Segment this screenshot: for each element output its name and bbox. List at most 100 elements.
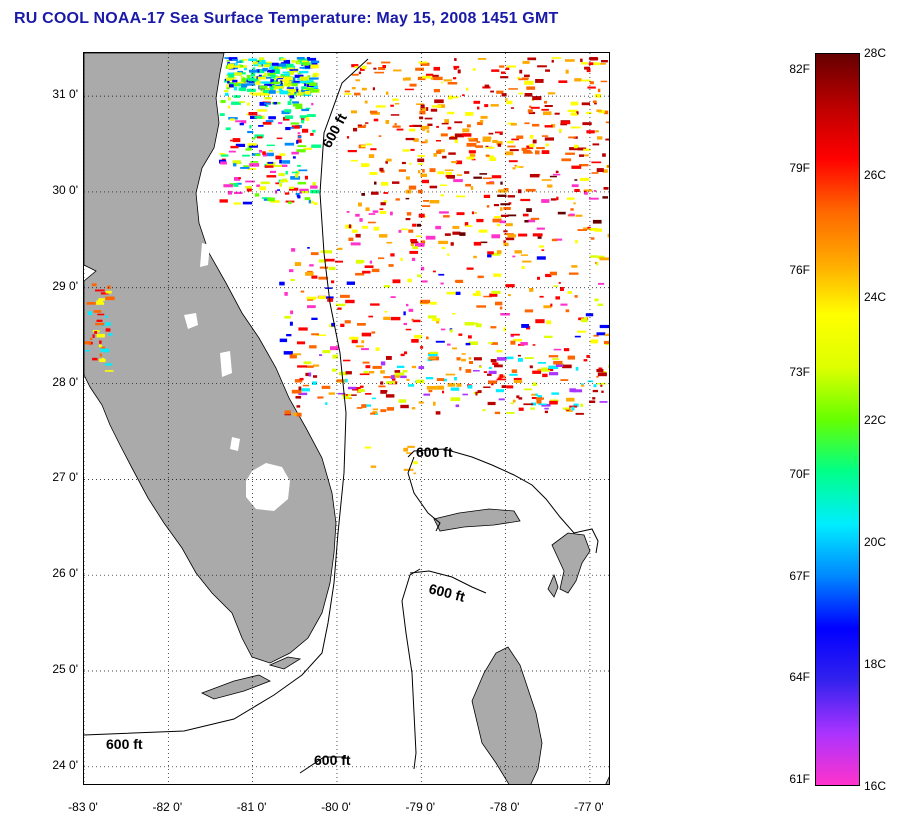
sst-pixel	[297, 139, 302, 143]
sst-pixel	[394, 370, 401, 373]
sst-pixel	[520, 254, 528, 256]
sst-pixel	[596, 375, 599, 378]
sst-pixel	[405, 137, 415, 141]
sst-pixel	[414, 334, 423, 339]
sst-pixel	[406, 212, 412, 216]
sst-pixel	[454, 139, 458, 144]
sst-pixel	[447, 253, 450, 256]
sst-pixel	[420, 104, 425, 109]
sst-pixel	[592, 62, 601, 66]
sst-pixel	[309, 264, 314, 267]
sst-pixel	[280, 164, 288, 167]
sst-pixel	[550, 303, 553, 307]
sst-pixel	[489, 293, 498, 297]
sst-pixel	[412, 124, 422, 127]
sst-pixel	[489, 157, 496, 161]
sst-pixel	[446, 175, 455, 179]
sst-pixel	[478, 229, 488, 233]
sst-pixel	[570, 208, 574, 211]
inland-lake	[184, 313, 198, 329]
sst-pixel	[443, 215, 450, 218]
sst-pixel	[291, 279, 295, 282]
sst-pixel	[383, 192, 389, 194]
sst-pixel	[303, 62, 310, 66]
sst-pixel	[266, 162, 275, 166]
sst-pixel	[602, 169, 608, 173]
sst-pixel	[527, 57, 537, 61]
sst-pixel	[573, 403, 579, 407]
sst-pixel	[462, 133, 472, 137]
sst-pixel	[554, 238, 563, 241]
sst-pixel	[284, 142, 295, 146]
sst-pixel	[257, 62, 267, 65]
sst-pixel	[297, 365, 307, 368]
sst-pixel	[581, 62, 588, 65]
sst-pixel	[510, 123, 517, 126]
sst-pixel	[284, 192, 290, 195]
sst-pixel	[511, 369, 518, 373]
sst-pixel	[443, 79, 452, 82]
sst-pixel	[587, 86, 596, 89]
sst-pixel	[497, 377, 502, 380]
sst-pixel	[295, 105, 303, 110]
sst-pixel	[293, 91, 296, 94]
sst-pixel	[225, 127, 231, 131]
sst-pixel	[355, 345, 364, 348]
sst-pixel	[548, 365, 559, 369]
sst-pixel	[456, 357, 461, 361]
sst-pixel	[453, 179, 463, 183]
sst-pixel	[456, 174, 463, 176]
sst-pixel	[371, 331, 376, 334]
sst-pixel	[444, 233, 451, 236]
sst-pixel	[287, 85, 290, 88]
sst-pixel	[247, 143, 257, 146]
sst-pixel	[256, 69, 265, 74]
sst-pixel	[364, 404, 371, 407]
sst-pixel	[279, 281, 285, 286]
sst-pixel	[575, 214, 583, 217]
sst-pixel	[440, 194, 444, 197]
sst-pixel	[234, 177, 241, 181]
sst-pixel	[91, 283, 97, 287]
sst-pixel	[107, 285, 111, 289]
sst-pixel	[343, 395, 349, 399]
sst-pixel	[290, 176, 301, 180]
sst-pixel	[544, 137, 554, 141]
sst-pixel	[500, 181, 503, 185]
sst-pixel	[557, 211, 566, 215]
sst-pixel	[262, 121, 272, 125]
sst-pixel	[537, 395, 542, 398]
sst-pixel	[386, 158, 392, 162]
sst-pixel	[599, 324, 609, 329]
colorbar-celsius-label: 24C	[864, 290, 887, 305]
isobath-label-south: 600 ft	[314, 752, 351, 768]
sst-pixel	[445, 172, 452, 175]
sst-pixel	[488, 370, 497, 374]
sst-pixel	[513, 377, 522, 381]
sst-pixel	[105, 328, 111, 332]
sst-pixel	[311, 102, 314, 106]
sst-pixel	[312, 74, 317, 77]
sst-pixel	[232, 72, 243, 76]
sst-pixel	[227, 190, 232, 195]
sst-pixel	[508, 160, 518, 163]
sst-pixel	[505, 237, 515, 241]
sst-pixel	[524, 220, 529, 223]
sst-map[interactable]: 600 ft 600 ft 600 ft 600 ft 600 ft	[83, 52, 610, 785]
longitude-tick-label: -80 0'	[321, 800, 351, 814]
sst-pixel	[525, 188, 536, 192]
sst-pixel	[281, 75, 288, 78]
sst-pixel	[521, 324, 529, 328]
sst-pixel	[541, 179, 552, 181]
sst-pixel	[412, 223, 417, 227]
isobath-bahama-south-east	[409, 570, 487, 594]
sst-pixel	[358, 71, 362, 75]
sst-pixel	[500, 76, 509, 79]
sst-pixel	[392, 181, 400, 184]
sst-pixel	[351, 73, 359, 76]
sst-pixel	[491, 290, 501, 294]
sst-pixel	[249, 69, 258, 73]
sst-pixel	[287, 93, 293, 97]
sst-pixel	[496, 378, 507, 381]
sst-pixel	[369, 260, 373, 264]
